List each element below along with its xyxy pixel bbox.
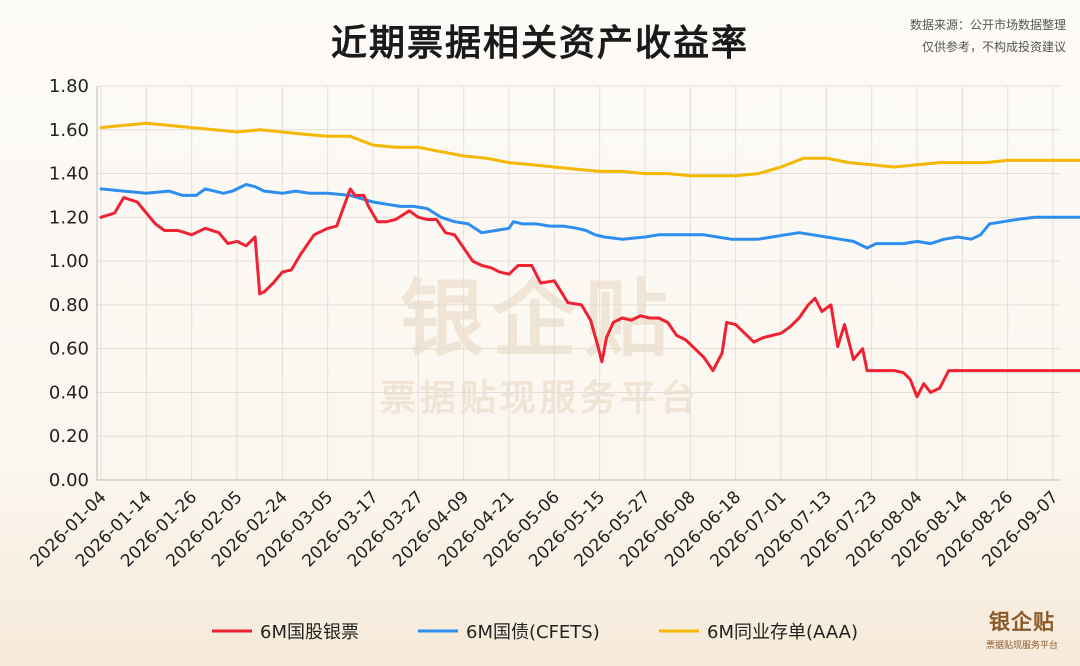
- watermark: 银企贴 票据贴现服务平台: [380, 270, 700, 419]
- y-tick-label: 1.80: [49, 76, 89, 97]
- y-axis: 0.00 0.20 0.40 0.60 0.80 1.00 1.20 1.40 1.60 1.80: [49, 76, 98, 491]
- y-tick-label: 1.60: [49, 120, 89, 141]
- y-tick-label: 1.00: [49, 251, 89, 272]
- series-line-1: [99, 183, 1080, 250]
- legend-label: 6M国债(CFETS): [466, 622, 600, 643]
- series-line-0: [99, 187, 1080, 399]
- y-tick-label: 0.60: [49, 339, 89, 360]
- source-note: 数据来源：公开市场数据整理 仅供参考，不构成投资建议: [910, 14, 1066, 58]
- chart-title: 近期票据相关资产收益率: [330, 23, 749, 64]
- disclaimer-line: 仅供参考，不构成投资建议: [921, 40, 1066, 54]
- y-tick-label: 1.20: [49, 207, 89, 228]
- series-lines: [99, 121, 1080, 399]
- logo-brand: 银企贴: [988, 610, 1055, 634]
- brand-logo: 银企贴 票据贴现服务平台: [986, 606, 1058, 651]
- series-line-2: [99, 121, 1080, 178]
- legend-item-2: 6M同业存单(AAA): [659, 622, 858, 643]
- legend-item-0: 6M国股银票: [212, 622, 359, 643]
- legend-label: 6M同业存单(AAA): [707, 622, 858, 643]
- y-tick-label: 0.80: [49, 295, 89, 316]
- y-tick-label: 0.40: [49, 382, 89, 403]
- legend-item-1: 6M国债(CFETS): [418, 622, 600, 643]
- legend: 6M国股银票 6M国债(CFETS) 6M同业存单(AAA): [212, 622, 858, 643]
- source-line: 数据来源：公开市场数据整理: [909, 18, 1066, 32]
- watermark-tagline: 票据贴现服务平台: [380, 378, 700, 419]
- y-tick-label: 0.20: [49, 426, 89, 447]
- legend-label: 6M国股银票: [260, 622, 359, 643]
- y-tick-label: 0.00: [49, 470, 89, 491]
- x-axis: 2026-01-042026-01-142026-01-262026-02-05…: [27, 479, 1063, 571]
- y-tick-label: 1.40: [49, 164, 89, 185]
- logo-tagline: 票据贴现服务平台: [985, 641, 1058, 651]
